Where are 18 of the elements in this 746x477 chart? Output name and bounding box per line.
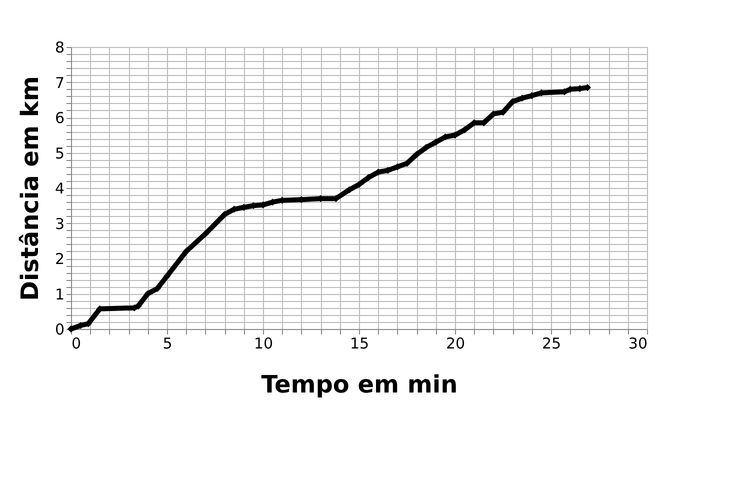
y-tick-label: 0: [54, 320, 64, 338]
y-tick-label: 1: [54, 285, 64, 304]
y-tick-label: 5: [54, 144, 64, 162]
x-tick-label: 10: [254, 334, 274, 352]
x-tick-label: 5: [162, 334, 172, 352]
x-tick-label: 30: [628, 334, 648, 352]
y-tick-label: 3: [54, 214, 64, 233]
x-tick-label: 15: [350, 334, 370, 352]
x-tick-label: 20: [446, 334, 466, 352]
x-axis-title: Tempo em min: [261, 370, 458, 398]
y-tick-label: 2: [54, 250, 64, 268]
y-tick-label: 7: [54, 74, 64, 92]
y-tick-label: 8: [54, 38, 64, 56]
y-tick-label: 6: [54, 109, 64, 127]
y-tick-label: 4: [54, 180, 64, 198]
y-axis-title: Distância em km: [16, 76, 44, 301]
x-tick-label: 0: [72, 334, 82, 352]
x-tick-label: 25: [542, 334, 562, 352]
